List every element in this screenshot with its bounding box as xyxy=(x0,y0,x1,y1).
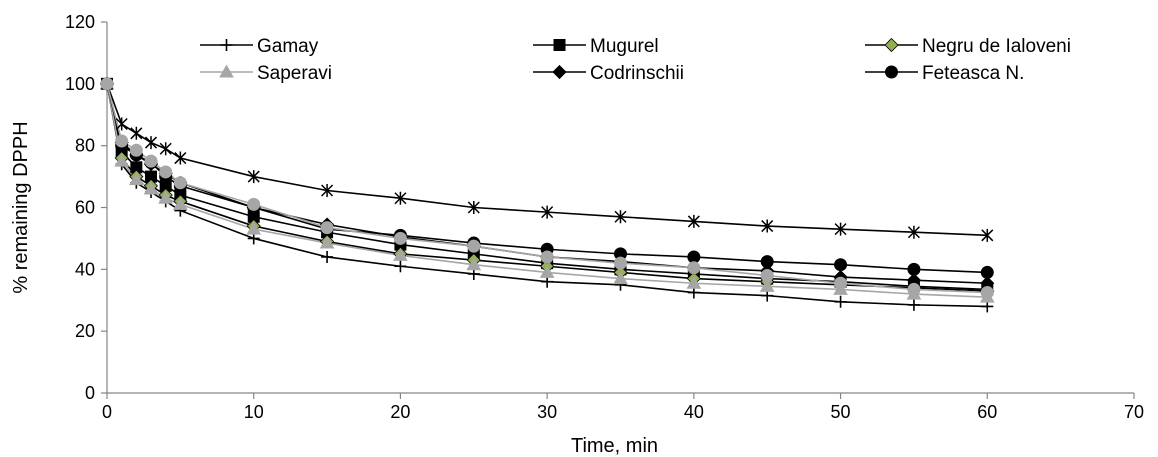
data-point-s7-6 xyxy=(247,170,260,184)
data-point-s8-6 xyxy=(247,197,261,211)
data-point-s7-12 xyxy=(687,214,700,228)
x-tick-label: 30 xyxy=(537,402,557,422)
data-point-s1-8 xyxy=(394,260,407,273)
y-tick-label: 120 xyxy=(65,12,95,32)
data-point-s6-15 xyxy=(907,262,921,276)
data-point-s8-16 xyxy=(980,286,994,300)
x-tick-label: 0 xyxy=(102,402,112,422)
data-point-s6-13 xyxy=(760,255,774,269)
data-point-s7-8 xyxy=(394,191,407,205)
data-point-s7-16 xyxy=(981,228,994,242)
data-point-s8-5 xyxy=(173,176,187,190)
x-tick-label: 70 xyxy=(1124,402,1144,422)
data-point-s8-4 xyxy=(159,165,173,179)
data-point-s8-13 xyxy=(760,269,774,283)
legend-marker xyxy=(220,39,233,51)
axes: 0 20 40 60 80 100 120 0 10 20 30 40 50 60 70 xyxy=(65,12,1144,422)
data-point-s4-3 xyxy=(143,181,159,195)
legend-label: Codrinschii xyxy=(590,63,684,84)
legend-label: Mugurel xyxy=(590,36,659,57)
y-tick-label: 20 xyxy=(75,321,95,341)
data-point-s7-13 xyxy=(761,219,774,233)
y-axis-title: % remaining DPPH xyxy=(10,121,32,293)
x-tick-label: 10 xyxy=(244,402,264,422)
x-axis-title: Time, min xyxy=(571,435,658,457)
data-point-s7-2 xyxy=(130,126,143,140)
data-point-s4-5 xyxy=(173,196,188,210)
data-point-s4-13 xyxy=(759,278,775,292)
data-point-s7-11 xyxy=(614,210,627,224)
data-point-s7-7 xyxy=(321,183,334,197)
data-point-s8-11 xyxy=(614,256,627,270)
data-point-s4-12 xyxy=(686,275,702,289)
y-tick-label: 100 xyxy=(65,74,95,94)
data-point-s4-10 xyxy=(539,264,555,278)
data-point-s7-15 xyxy=(907,225,920,239)
data-point-s6-16 xyxy=(980,265,994,279)
data-point-s8-8 xyxy=(393,231,407,245)
legend-label: Saperavi xyxy=(257,63,332,84)
data-point-s8-14 xyxy=(834,276,848,290)
data-point-s7-5 xyxy=(174,151,187,165)
series-markers xyxy=(99,76,995,313)
data-point-s4-4 xyxy=(158,190,174,204)
data-point-s7-3 xyxy=(144,136,158,150)
legend-marker xyxy=(884,37,899,53)
data-point-s1-7 xyxy=(321,250,334,263)
y-tick-label: 40 xyxy=(75,259,95,279)
data-point-s8-2 xyxy=(129,143,143,157)
data-point-s7-14 xyxy=(834,222,847,236)
data-point-s4-9 xyxy=(466,257,482,271)
y-tick-label: 80 xyxy=(75,136,95,156)
data-point-s1-15 xyxy=(907,298,920,311)
legend-label: Gamay xyxy=(257,36,319,57)
data-point-s8-3 xyxy=(144,154,158,168)
y-tick-label: 60 xyxy=(75,198,95,218)
data-point-s8-0 xyxy=(100,77,114,91)
data-point-s6-12 xyxy=(687,250,701,264)
data-point-s8-7 xyxy=(320,221,334,235)
x-tick-label: 60 xyxy=(977,402,997,422)
y-tick-label: 0 xyxy=(85,383,95,403)
legend-marker xyxy=(552,64,567,80)
data-point-s1-14 xyxy=(834,295,847,308)
data-point-s7-9 xyxy=(467,201,480,214)
data-point-s8-12 xyxy=(687,261,701,275)
data-point-s8-15 xyxy=(907,282,921,296)
data-point-s4-6 xyxy=(246,221,262,235)
legend-label: Negru de Ialoveni xyxy=(922,36,1071,57)
data-point-s4-1 xyxy=(114,153,130,167)
legend-marker xyxy=(885,65,898,79)
data-point-s7-1 xyxy=(115,117,128,131)
data-point-s8-10 xyxy=(540,250,554,264)
data-point-s4-2 xyxy=(128,172,144,186)
legend: Gamay Mugurel Negru de Ialoveni Saperavi Cod… xyxy=(200,36,1071,84)
data-point-s4-7 xyxy=(319,235,335,249)
legend-marker xyxy=(219,64,234,78)
data-point-s6-14 xyxy=(834,258,848,272)
legend-marker xyxy=(553,39,566,51)
legend-label: Feteasca N. xyxy=(922,63,1024,84)
x-tick-label: 50 xyxy=(831,402,851,422)
data-point-s7-4 xyxy=(159,142,172,156)
data-point-s7-10 xyxy=(541,205,554,219)
data-point-s4-11 xyxy=(613,271,628,285)
data-point-s8-9 xyxy=(467,239,481,253)
x-tick-label: 20 xyxy=(390,402,410,422)
data-point-s8-1 xyxy=(115,134,129,148)
data-point-s4-8 xyxy=(393,247,408,261)
x-tick-label: 40 xyxy=(684,402,704,422)
